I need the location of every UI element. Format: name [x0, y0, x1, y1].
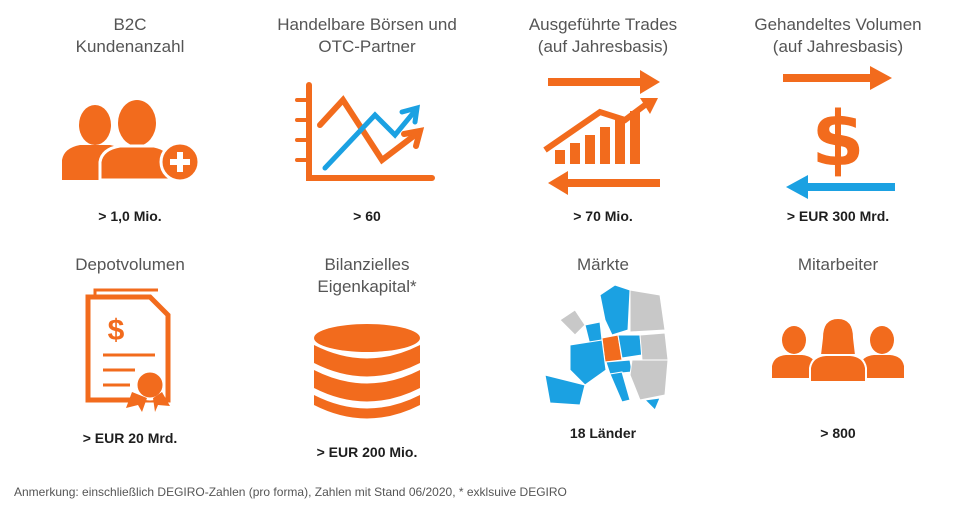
- tile-value: > EUR 300 Mrd.: [786, 208, 890, 224]
- volume-icon: $: [783, 66, 895, 199]
- trades-icon: [543, 70, 660, 195]
- tile-value: 18 Länder: [569, 425, 637, 441]
- employees-icon: [772, 316, 904, 383]
- tile-title: Handelbare Börsen und OTC-Partner: [247, 14, 487, 58]
- tile-value: > 60: [353, 208, 381, 224]
- tile-title: Gehandeltes Volumen (auf Jahresbasis): [718, 14, 953, 58]
- title-line: Märkte: [577, 255, 629, 274]
- tile-value: > EUR 200 Mio.: [316, 444, 418, 460]
- tile-value: > 70 Mio.: [573, 208, 633, 224]
- title-line: Ausgeführte Trades: [528, 15, 678, 34]
- tile-title: Depotvolumen: [10, 254, 250, 276]
- document-icon: $: [85, 288, 171, 412]
- tile-title: Mitarbeiter: [718, 254, 953, 276]
- title-line: Eigenkapital*: [317, 277, 417, 296]
- tile-title: Märkte: [483, 254, 723, 276]
- title-line: B2C: [113, 15, 147, 34]
- tile-title: Bilanzielles Eigenkapital*: [247, 254, 487, 298]
- svg-text:$: $: [812, 94, 865, 183]
- title-line: Gehandeltes Volumen: [754, 15, 922, 34]
- title-line: (auf Jahresbasis): [772, 37, 904, 56]
- chart-icon: [295, 82, 435, 181]
- database-icon: [314, 324, 420, 419]
- map-icon: [544, 284, 669, 411]
- tile-title: Ausgeführte Trades (auf Jahresbasis): [483, 14, 723, 58]
- title-line: OTC-Partner: [318, 37, 416, 56]
- title-line: Kundenanzahl: [75, 37, 185, 56]
- title-line: Handelbare Börsen und: [277, 15, 457, 34]
- title-line: Bilanzielles: [324, 255, 410, 274]
- tile-title: B2C Kundenanzahl: [10, 14, 250, 58]
- title-line: (auf Jahresbasis): [537, 37, 669, 56]
- tile-value: > EUR 20 Mrd.: [82, 430, 178, 446]
- tile-value: > 800: [820, 425, 856, 441]
- footnote: Anmerkung: einschließlich DEGIRO-Zahlen …: [14, 485, 567, 499]
- title-line: Mitarbeiter: [797, 255, 879, 274]
- title-line: Depotvolumen: [75, 255, 185, 274]
- tile-value: > 1,0 Mio.: [98, 208, 162, 224]
- users-icon: [62, 100, 201, 183]
- svg-text:$: $: [108, 314, 125, 347]
